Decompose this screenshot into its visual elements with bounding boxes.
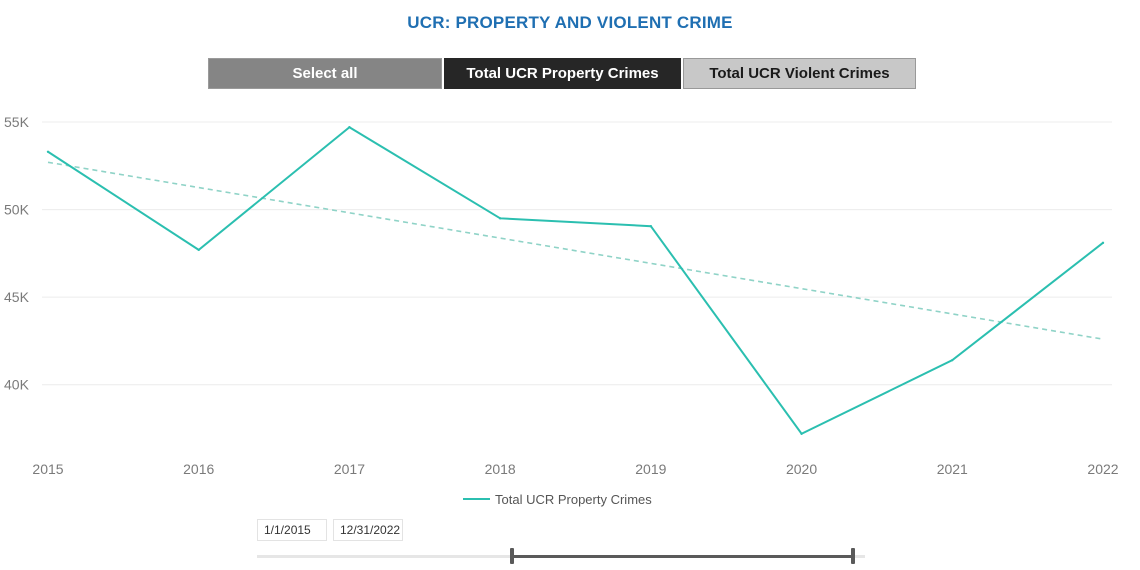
violent-crimes-button[interactable]: Total UCR Violent Crimes: [683, 58, 916, 89]
x-tick-label: 2015: [32, 461, 63, 477]
select-all-button[interactable]: Select all: [208, 58, 442, 89]
trend-line: [47, 161, 1104, 340]
page-title: UCR: PROPERTY AND VIOLENT CRIME: [407, 13, 733, 32]
x-tick-label: 2021: [937, 461, 968, 477]
date-slider-start-handle[interactable]: [510, 548, 515, 564]
y-tick-label: 40K: [4, 377, 30, 393]
data-point: [348, 126, 351, 129]
data-point: [46, 150, 50, 153]
data-point: [951, 358, 954, 362]
y-tick-label: 45K: [4, 289, 30, 305]
x-tick-label: 2017: [334, 461, 365, 477]
date-slider-end-handle[interactable]: [850, 548, 855, 564]
property-crimes-button[interactable]: Total UCR Property Crimes: [444, 58, 681, 89]
y-tick-label: 50K: [4, 202, 30, 218]
date-slider-range: [512, 555, 853, 558]
data-point: [498, 217, 502, 220]
data-point: [197, 248, 200, 252]
x-tick-label: 2020: [786, 461, 817, 477]
data-point: [649, 225, 653, 228]
data-point: [800, 432, 803, 435]
end-date-input[interactable]: 12/31/2022: [333, 519, 403, 541]
x-tick-label: 2016: [183, 461, 214, 477]
line-chart: 40K 45K 50K 55K 2015 2016 2017 2018 2019 2020 2021…: [4, 114, 1119, 507]
x-tick-label: 2019: [635, 461, 666, 477]
y-tick-label: 55K: [4, 114, 30, 130]
series-selector: Select all Total UCR Property Crimes Tot…: [208, 58, 916, 89]
x-tick-label: 2022: [1087, 461, 1118, 477]
start-date-input[interactable]: 1/1/2015: [257, 519, 327, 541]
x-tick-label: 2018: [485, 461, 516, 477]
legend-label: Total UCR Property Crimes: [495, 492, 652, 507]
data-point: [1101, 241, 1105, 245]
series-line: [47, 126, 1104, 436]
